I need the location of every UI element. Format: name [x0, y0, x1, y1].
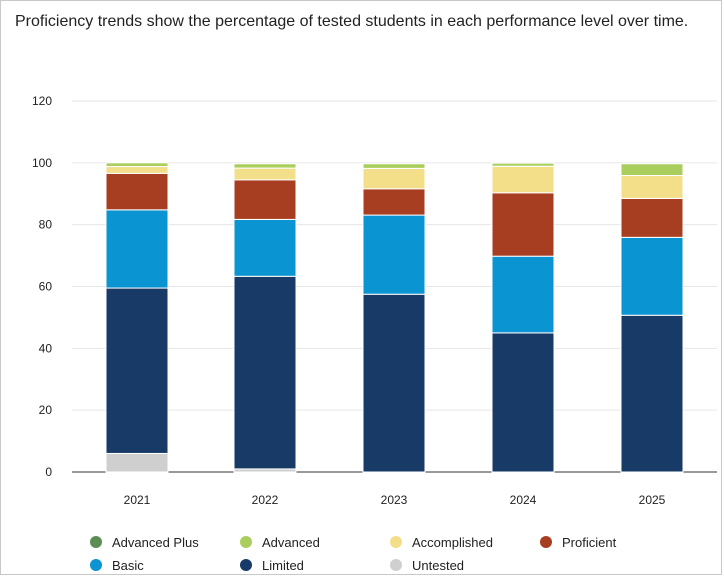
bars [105, 162, 684, 473]
x-tick-label: 2023 [381, 493, 408, 507]
bar-segment-accomplished-2025[interactable] [620, 175, 684, 199]
legend-swatch [390, 559, 402, 571]
bar-segment-advanced-2023[interactable] [362, 163, 426, 169]
bar-segment-proficient-2024[interactable] [491, 192, 555, 257]
x-axis: 2021 2022 2023 2024 2025 [124, 493, 666, 507]
legend-item-basic[interactable]: Basic [90, 556, 144, 574]
legend-item-advanced-plus[interactable]: Advanced Plus [90, 533, 199, 551]
bar-segment-limited-2025[interactable] [620, 314, 684, 473]
bar-segment-basic-2023[interactable] [362, 214, 426, 295]
legend-label: Accomplished [412, 534, 493, 550]
legend-label: Advanced [262, 534, 320, 550]
legend-swatch [390, 536, 402, 548]
x-tick-label: 2025 [639, 493, 666, 507]
bar-segment-proficient-2021[interactable] [105, 172, 169, 211]
y-tick-label: 80 [39, 218, 53, 232]
legend: Advanced Plus Advanced Accomplished Profici… [0, 530, 724, 575]
legend-label: Proficient [562, 534, 617, 550]
bar-segment-advanced-2025[interactable] [620, 163, 684, 177]
legend-swatch [90, 536, 102, 548]
bar-segment-accomplished-2023[interactable] [362, 167, 426, 190]
legend-label: Basic [112, 557, 144, 573]
bar-segment-accomplished-2024[interactable] [491, 165, 555, 194]
bar-segment-untested-2021[interactable] [105, 452, 169, 473]
bar-segment-basic-2025[interactable] [620, 236, 684, 316]
legend-label: Advanced Plus [112, 534, 199, 550]
bar-segment-basic-2024[interactable] [491, 255, 555, 334]
bar-segment-proficient-2023[interactable] [362, 188, 426, 216]
legend-item-proficient[interactable]: Proficient [540, 533, 616, 551]
x-tick-label: 2022 [252, 493, 279, 507]
y-tick-label: 0 [45, 465, 52, 479]
legend-swatch [540, 536, 552, 548]
y-tick-label: 60 [39, 280, 53, 294]
bar-segment-basic-2021[interactable] [105, 209, 169, 289]
legend-label: Limited [262, 557, 304, 573]
y-tick-label: 120 [32, 94, 52, 108]
legend-swatch [240, 559, 252, 571]
legend-item-advanced[interactable]: Advanced [240, 533, 320, 551]
y-tick-label: 20 [39, 403, 53, 417]
bar-segment-advanced-2021[interactable] [105, 162, 169, 168]
bar-segment-advanced-2022[interactable] [233, 163, 297, 169]
legend-label: Untested [412, 557, 465, 573]
bar-segment-limited-2023[interactable] [362, 293, 426, 473]
x-tick-label: 2021 [124, 493, 151, 507]
y-axis: 0 20 40 60 80 100 120 [32, 94, 52, 479]
bar-segment-accomplished-2022[interactable] [233, 167, 297, 181]
x-tick-label: 2024 [510, 493, 537, 507]
y-tick-label: 40 [39, 341, 53, 355]
bar-segment-limited-2022[interactable] [233, 275, 297, 470]
legend-item-accomplished[interactable]: Accomplished [390, 533, 493, 551]
bar-segment-limited-2021[interactable] [105, 287, 169, 454]
bar-segment-proficient-2025[interactable] [620, 197, 684, 238]
bar-segment-limited-2024[interactable] [491, 332, 555, 473]
legend-item-untested[interactable]: Untested [390, 556, 464, 574]
bar-segment-basic-2022[interactable] [233, 218, 297, 277]
legend-swatch [90, 559, 102, 571]
bar-segment-accomplished-2021[interactable] [105, 166, 169, 174]
chart-title: Proficiency trends show the percentage o… [15, 13, 689, 30]
legend-item-limited[interactable]: Limited [240, 556, 304, 574]
y-tick-label: 100 [32, 156, 52, 170]
legend-swatch [240, 536, 252, 548]
bar-segment-advanced-2024[interactable] [491, 162, 555, 167]
bar-segment-proficient-2022[interactable] [233, 179, 297, 220]
